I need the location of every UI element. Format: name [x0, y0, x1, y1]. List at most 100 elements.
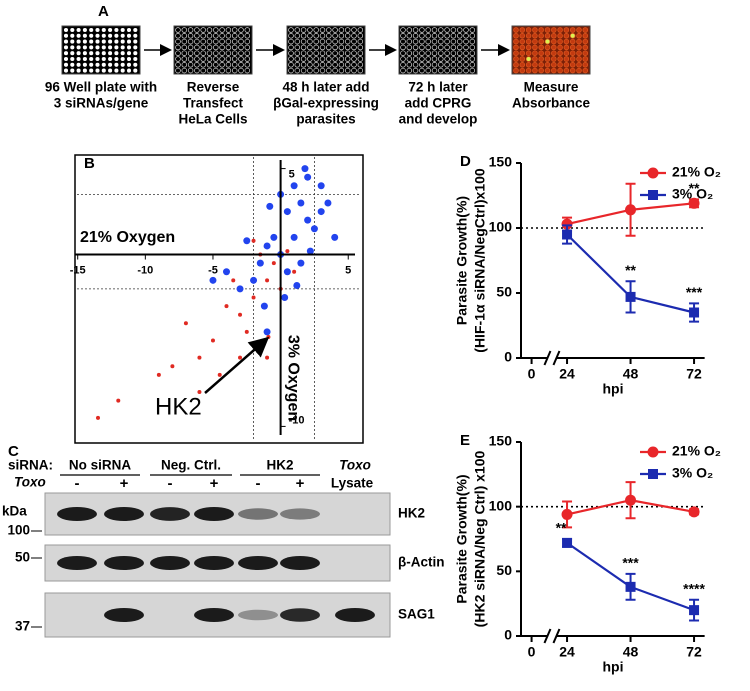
well — [63, 56, 69, 62]
point — [561, 218, 573, 230]
well — [187, 50, 194, 56]
well — [450, 62, 457, 68]
well — [300, 38, 307, 45]
well — [400, 44, 406, 51]
well — [576, 27, 582, 33]
well — [400, 33, 406, 39]
well — [113, 27, 120, 33]
well — [200, 38, 206, 45]
well — [463, 67, 469, 74]
well — [101, 33, 107, 39]
mw-marker: 37 — [15, 619, 30, 634]
band — [238, 609, 278, 621]
well — [206, 38, 213, 45]
well — [319, 50, 326, 56]
well — [300, 62, 307, 68]
well — [219, 27, 225, 33]
well — [438, 38, 444, 45]
well — [194, 44, 200, 51]
point — [263, 328, 271, 336]
y-tick-label: 100 — [489, 219, 513, 235]
sirna-label: siRNA: — [8, 458, 53, 473]
well — [332, 50, 338, 56]
well — [175, 44, 181, 51]
well — [519, 56, 526, 62]
well — [357, 33, 364, 39]
well — [576, 50, 582, 56]
well — [544, 38, 551, 45]
well — [194, 67, 200, 74]
well — [344, 62, 351, 68]
axis-break — [552, 350, 561, 366]
well — [582, 67, 589, 74]
well — [63, 50, 69, 56]
well — [425, 33, 431, 39]
well — [206, 62, 213, 68]
point — [625, 204, 637, 216]
well — [412, 38, 419, 45]
well — [444, 50, 450, 56]
x-axis-label: hpi — [603, 659, 624, 675]
well — [94, 38, 101, 45]
well — [113, 50, 120, 56]
well — [244, 50, 251, 56]
well — [107, 50, 113, 56]
well — [206, 67, 213, 74]
well — [463, 33, 469, 39]
well — [225, 38, 232, 45]
well — [438, 44, 444, 51]
well — [450, 27, 457, 33]
band — [194, 556, 234, 570]
well — [126, 33, 132, 39]
well — [200, 67, 206, 74]
lysate-label: Lysate — [331, 476, 374, 491]
well — [63, 33, 69, 39]
well — [187, 62, 194, 68]
well — [351, 50, 357, 56]
x-tick-label: 0 — [528, 366, 536, 382]
well — [551, 44, 557, 51]
well — [206, 27, 213, 33]
well — [532, 44, 538, 51]
band — [57, 556, 97, 570]
well — [431, 38, 438, 45]
well — [319, 62, 326, 68]
well — [225, 44, 232, 51]
well — [288, 44, 294, 51]
well — [94, 44, 101, 51]
well — [69, 33, 76, 39]
well — [450, 67, 457, 74]
band — [280, 608, 320, 622]
well — [213, 67, 219, 74]
well — [351, 27, 357, 33]
well — [126, 67, 132, 74]
panel-label: B — [84, 155, 95, 172]
well — [456, 50, 463, 56]
well — [82, 56, 88, 62]
well — [194, 50, 200, 56]
well — [88, 27, 94, 33]
well — [532, 38, 538, 45]
well — [544, 27, 551, 33]
sign: + — [210, 475, 219, 492]
point — [217, 372, 222, 377]
well — [63, 67, 69, 74]
well — [88, 33, 94, 39]
point — [283, 208, 291, 216]
well — [107, 67, 113, 74]
well — [519, 33, 526, 39]
well — [569, 38, 576, 45]
well — [119, 50, 126, 56]
step-caption: Reverse — [187, 80, 240, 95]
x-tick-label: -5 — [208, 264, 218, 276]
well — [456, 44, 463, 51]
well — [544, 56, 551, 62]
point — [236, 285, 244, 293]
well — [213, 33, 219, 39]
band — [104, 608, 144, 622]
well — [88, 44, 94, 51]
band — [194, 608, 234, 622]
well — [200, 33, 206, 39]
panel-label: E — [460, 432, 470, 449]
